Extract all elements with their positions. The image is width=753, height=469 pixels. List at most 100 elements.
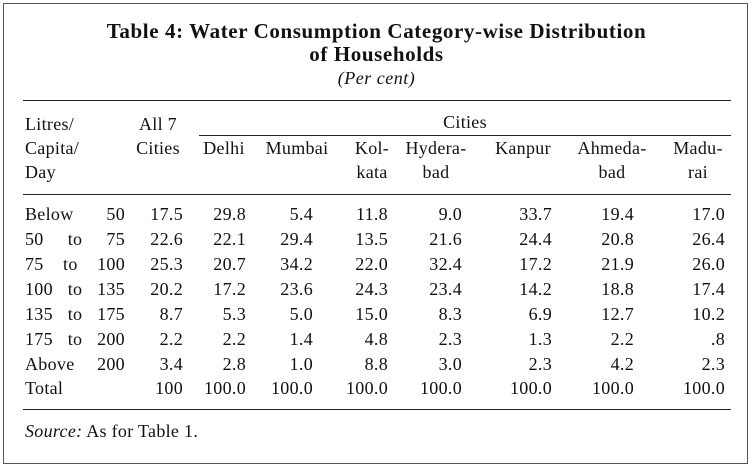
table-cell: 2.3 (438, 329, 462, 349)
table-cell: 17.2 (519, 254, 552, 274)
stub-header-line1: Litres/ (25, 114, 75, 134)
table-bottom-rule (23, 409, 731, 410)
table-cell: 2.8 (222, 354, 246, 374)
table-cell: 24.4 (519, 229, 552, 249)
all-cities-header-line1: All 7 (138, 114, 177, 134)
table-cell: 22.6 (150, 229, 183, 249)
row-label: 175 to 200 (25, 329, 125, 349)
stub-header-line2: Capita/ (25, 138, 80, 158)
table-cell: 22.1 (213, 229, 246, 249)
header-bottom-rule (23, 194, 731, 195)
table-cell: 100.0 (683, 378, 725, 398)
source-label: Source: (25, 421, 83, 441)
table-cell: 100.0 (510, 378, 552, 398)
table-top-rule (23, 100, 731, 101)
table-cell: 100.0 (271, 378, 313, 398)
table-cell: 21.6 (429, 229, 462, 249)
row-label: Above 200 (25, 354, 125, 374)
city-header-6-line2: bad (598, 162, 626, 182)
table-cell: 13.5 (355, 229, 388, 249)
cities-spanner-rule (199, 135, 731, 136)
row-label: Below 50 (25, 204, 125, 224)
table-cell: 20.8 (601, 229, 634, 249)
table-cell: 5.4 (289, 204, 313, 224)
table-cell: 29.4 (280, 229, 313, 249)
table-cell: 25.3 (150, 254, 183, 274)
table-cell: 5.0 (289, 304, 313, 324)
table-cell: 17.0 (692, 204, 725, 224)
table-cell: 17.4 (692, 279, 725, 299)
city-header-3-line1: Kol- (354, 138, 390, 158)
table-cell: 8.3 (438, 304, 462, 324)
table-cell: 2.2 (610, 329, 634, 349)
table-cell: 9.0 (438, 204, 462, 224)
table-cell: 8.8 (364, 354, 388, 374)
table-cell: 8.7 (159, 304, 183, 324)
table-cell: 2.2 (222, 329, 246, 349)
city-header-4-line1: Hydera- (405, 138, 467, 158)
table-cell: 10.2 (692, 304, 725, 324)
table-cell: 34.2 (280, 254, 313, 274)
table-cell: 1.0 (289, 354, 313, 374)
table-cell: 21.9 (601, 254, 634, 274)
table-cell: 1.4 (289, 329, 313, 349)
table-cell: 26.0 (692, 254, 725, 274)
table-cell: 18.8 (601, 279, 634, 299)
city-header-5-line1: Kanpur (495, 138, 551, 158)
row-label: 50 to 75 (25, 229, 125, 249)
table-cell: 32.4 (429, 254, 462, 274)
table-cell: 2.3 (528, 354, 552, 374)
table-cell: 20.7 (213, 254, 246, 274)
city-header-7-line1: Madu- (673, 138, 723, 158)
table-cell: 12.7 (601, 304, 634, 324)
table-cell: 29.8 (213, 204, 246, 224)
table-title-line2: of Households (309, 42, 444, 66)
city-header-2-line1: Mumbai (265, 138, 329, 158)
table-cell: 100.0 (204, 378, 246, 398)
source-text: As for Table 1. (86, 421, 199, 441)
page-frame (3, 3, 748, 464)
table-cell: 2.3 (701, 354, 725, 374)
table-cell: 23.4 (429, 279, 462, 299)
city-header-3-line2: kata (356, 162, 388, 182)
table-cell: 5.3 (222, 304, 246, 324)
table-cell: 1.3 (528, 329, 552, 349)
row-label: 135 to 175 (25, 304, 125, 324)
city-header-7-line2: rai (688, 162, 708, 182)
table-cell: 17.5 (150, 204, 183, 224)
table-subtitle: (Per cent) (337, 68, 416, 88)
table-cell: 33.7 (519, 204, 552, 224)
table-cell: 100 (155, 378, 183, 398)
table-cell: 3.4 (159, 354, 183, 374)
table-cell: 100.0 (346, 378, 388, 398)
table-cell: 4.8 (364, 329, 388, 349)
source-note: Source: As for Table 1. (25, 421, 198, 442)
stub-header-line3: Day (25, 162, 56, 182)
table-cell: 15.0 (355, 304, 388, 324)
table-cell: 26.4 (692, 229, 725, 249)
city-header-1-line1: Delhi (203, 138, 245, 158)
table-cell: 14.2 (519, 279, 552, 299)
cities-spanner-label: Cities (443, 112, 487, 132)
table-cell: 2.2 (159, 329, 183, 349)
table-cell: 17.2 (213, 279, 246, 299)
all-cities-header-line2: Cities (136, 138, 180, 158)
table-cell: 4.2 (610, 354, 634, 374)
row-label: 100 to 135 (25, 279, 125, 299)
table-cell: 23.6 (280, 279, 313, 299)
table-cell: 11.8 (355, 204, 388, 224)
table-cell: 6.9 (528, 304, 552, 324)
table-cell: 100.0 (592, 378, 634, 398)
table-cell: .8 (710, 329, 725, 349)
table-cell: 24.3 (355, 279, 388, 299)
table-cell: 100.0 (420, 378, 462, 398)
row-label: Total (25, 378, 64, 398)
table-cell: 20.2 (150, 279, 183, 299)
table-cell: 19.4 (601, 204, 634, 224)
table-title-line1: Table 4: Water Consumption Category-wise… (106, 19, 647, 43)
table-cell: 22.0 (355, 254, 388, 274)
city-header-4-line2: bad (422, 162, 450, 182)
table-cell: 3.0 (438, 354, 462, 374)
row-label: 75 to 100 (25, 254, 125, 274)
city-header-6-line1: Ahmeda- (577, 138, 647, 158)
